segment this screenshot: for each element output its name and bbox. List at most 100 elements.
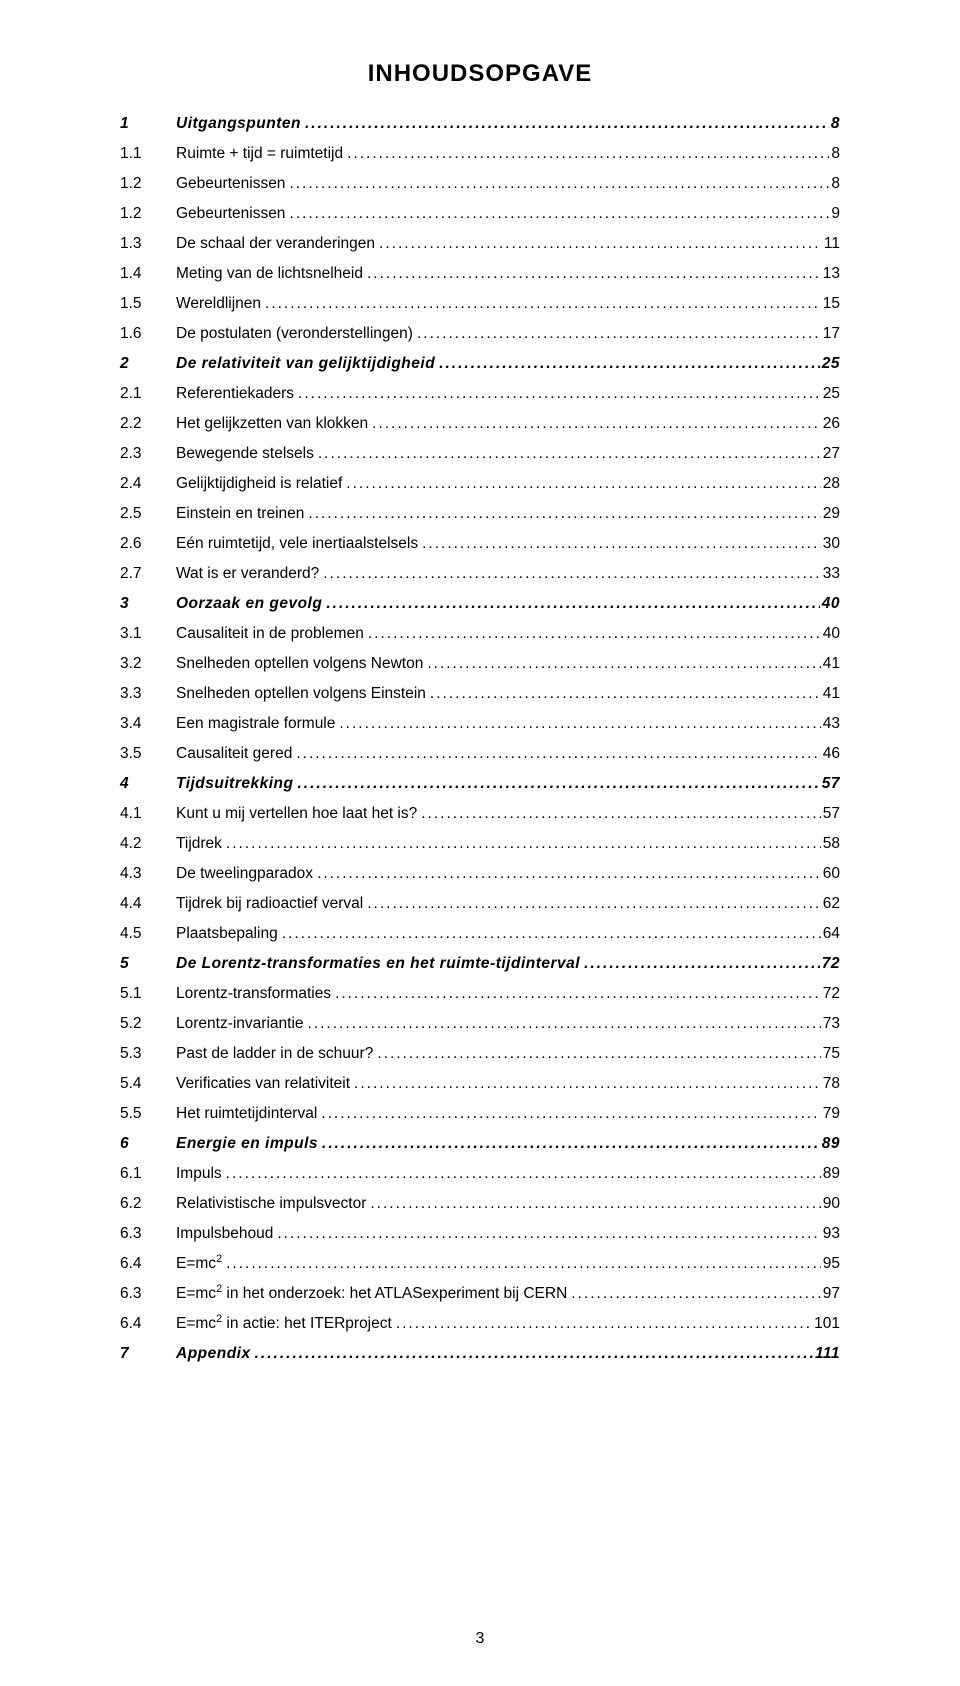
toc-chapter: 5De Lorentz-transformaties en het ruimte… [120, 956, 840, 972]
toc-section: 1.1Ruimte + tijd = ruimtetijd8 [120, 146, 840, 162]
toc-section: 3.5Causaliteit gered46 [120, 746, 840, 762]
toc-entry-number: 5 [120, 956, 176, 972]
toc-leader-dots [392, 1316, 812, 1332]
toc-entry-page: 89 [820, 1136, 840, 1152]
toc-leader-dots [317, 1106, 820, 1122]
toc-section: 6.2Relativistische impulsvector90 [120, 1196, 840, 1212]
toc-entry-page: 62 [821, 896, 840, 912]
toc-entry-label: E=mc2 in actie: het ITERproject [176, 1316, 392, 1332]
toc-leader-dots [301, 116, 829, 132]
toc-leader-dots [363, 266, 821, 282]
toc-section: 6.3E=mc2 in het onderzoek: het ATLASexpe… [120, 1286, 840, 1302]
toc-entry-page: 9 [829, 206, 840, 222]
toc-section: 2.3Bewegende stelsels27 [120, 446, 840, 462]
toc-leader-dots [426, 686, 821, 702]
toc-section: 6.4E=mc295 [120, 1256, 840, 1272]
toc-section: 4.3De tweelingparadox60 [120, 866, 840, 882]
toc-entry-label: Uitgangspunten [176, 116, 301, 132]
toc-section: 5.3Past de ladder in de schuur?75 [120, 1046, 840, 1062]
toc-leader-dots [342, 476, 820, 492]
toc-entry-page: 41 [821, 686, 840, 702]
toc-section: 3.1Causaliteit in de problemen40 [120, 626, 840, 642]
toc-entry-label: Tijdsuitrekking [176, 776, 293, 792]
toc-entry-number: 6.3 [120, 1286, 176, 1302]
toc-entry-label: Energie en impuls [176, 1136, 318, 1152]
toc-entry-page: 25 [821, 386, 840, 402]
toc-entry-page: 40 [820, 596, 840, 612]
toc-section: 2.7Wat is er veranderd?33 [120, 566, 840, 582]
toc-entry-page: 43 [821, 716, 840, 732]
toc-entry-number: 1.6 [120, 326, 176, 342]
toc-entry-number: 1 [120, 116, 176, 132]
toc-leader-dots [567, 1286, 820, 1302]
toc-entry-page: 73 [821, 1016, 840, 1032]
toc-entry-number: 2.1 [120, 386, 176, 402]
toc-leader-dots [292, 746, 820, 762]
page-title: INHOUDSOPGAVE [120, 60, 840, 88]
document-page: INHOUDSOPGAVE 1Uitgangspunten 8 1.1Ruimte … [0, 0, 960, 1686]
toc-entry-page: 46 [821, 746, 840, 762]
toc-entry-number: 4.4 [120, 896, 176, 912]
toc-leader-dots [413, 326, 821, 342]
table-of-contents: 1Uitgangspunten 8 1.1Ruimte + tijd = ruimt… [120, 116, 840, 1362]
toc-leader-dots [331, 986, 821, 1002]
toc-leader-dots [417, 806, 821, 822]
toc-leader-dots [418, 536, 821, 552]
toc-leader-dots [222, 836, 821, 852]
toc-entry-number: 2.3 [120, 446, 176, 462]
toc-entry-label: De Lorentz-transformaties en het ruimte-… [176, 956, 580, 972]
toc-section: 4.1Kunt u mij vertellen hoe laat het is?… [120, 806, 840, 822]
toc-entry-label: Meting van de lichtsnelheid [176, 266, 363, 282]
toc-entry-label: Wereldlijnen [176, 296, 261, 312]
toc-section: 1.2Gebeurtenissen8 [120, 176, 840, 192]
toc-leader-dots [343, 146, 829, 162]
toc-entry-number: 7 [120, 1346, 176, 1362]
toc-leader-dots [285, 206, 829, 222]
toc-entry-page: 27 [821, 446, 840, 462]
toc-entry-number: 3.3 [120, 686, 176, 702]
toc-entry-label: Appendix [176, 1346, 251, 1362]
toc-leader-dots [335, 716, 820, 732]
toc-leader-dots [222, 1166, 821, 1182]
toc-section: 3.2Snelheden optellen volgens Newton41 [120, 656, 840, 672]
toc-leader-dots [261, 296, 821, 312]
toc-section: 4.2Tijdrek58 [120, 836, 840, 852]
toc-chapter: 3Oorzaak en gevolg 40 [120, 596, 840, 612]
toc-section: 6.1Impuls89 [120, 1166, 840, 1182]
toc-entry-page: 57 [821, 806, 840, 822]
toc-entry-page: 26 [821, 416, 840, 432]
toc-entry-label: Gebeurtenissen [176, 206, 285, 222]
toc-entry-label: De tweelingparadox [176, 866, 313, 882]
toc-section: 3.3Snelheden optellen volgens Einstein 41 [120, 686, 840, 702]
toc-entry-page: 72 [820, 956, 840, 972]
toc-entry-number: 1.2 [120, 176, 176, 192]
toc-section: 2.5Einstein en treinen29 [120, 506, 840, 522]
toc-entry-label: Kunt u mij vertellen hoe laat het is? [176, 806, 417, 822]
toc-entry-label: Past de ladder in de schuur? [176, 1046, 373, 1062]
toc-entry-label: Causaliteit in de problemen [176, 626, 364, 642]
toc-entry-label: Lorentz-transformaties [176, 986, 331, 1002]
toc-entry-page: 57 [820, 776, 840, 792]
toc-leader-dots [251, 1346, 813, 1362]
toc-entry-page: 8 [829, 116, 840, 132]
toc-entry-number: 4.3 [120, 866, 176, 882]
toc-entry-label: Impulsbehoud [176, 1226, 273, 1242]
toc-section: 5.1Lorentz-transformaties72 [120, 986, 840, 1002]
toc-entry-number: 3.4 [120, 716, 176, 732]
toc-section: 1.3De schaal der veranderingen11 [120, 236, 840, 252]
toc-entry-page: 28 [821, 476, 840, 492]
toc-entry-label: De relativiteit van gelijktijdigheid [176, 356, 435, 372]
toc-entry-number: 6.4 [120, 1316, 176, 1332]
toc-entry-number: 3 [120, 596, 176, 612]
toc-section: 1.2Gebeurtenissen9 [120, 206, 840, 222]
toc-entry-number: 3.5 [120, 746, 176, 762]
toc-section: 1.4Meting van de lichtsnelheid13 [120, 266, 840, 282]
toc-section: 5.2Lorentz-invariantie73 [120, 1016, 840, 1032]
toc-leader-dots [319, 566, 820, 582]
toc-entry-number: 2.2 [120, 416, 176, 432]
toc-entry-label: Snelheden optellen volgens Einstein [176, 686, 426, 702]
toc-chapter: 6Energie en impuls89 [120, 1136, 840, 1152]
toc-entry-page: 41 [821, 656, 840, 672]
toc-entry-label: Oorzaak en gevolg [176, 596, 322, 612]
toc-entry-number: 6.1 [120, 1166, 176, 1182]
